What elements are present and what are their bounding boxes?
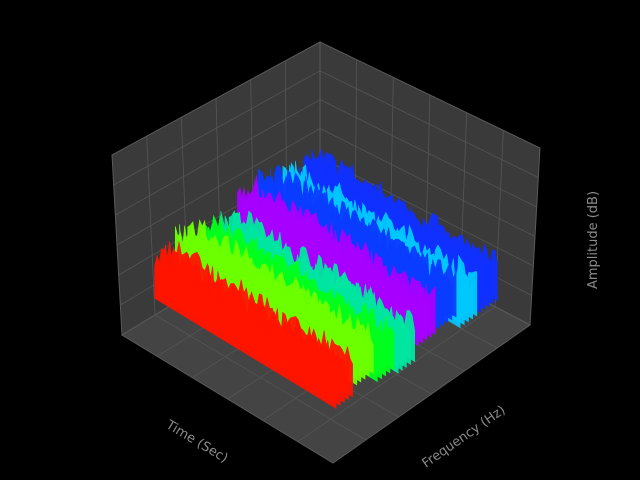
z-axis-label: Amplitude (dB) <box>586 191 601 289</box>
surface <box>154 148 498 409</box>
surface-strip <box>154 254 337 409</box>
grid-line <box>297 306 496 442</box>
